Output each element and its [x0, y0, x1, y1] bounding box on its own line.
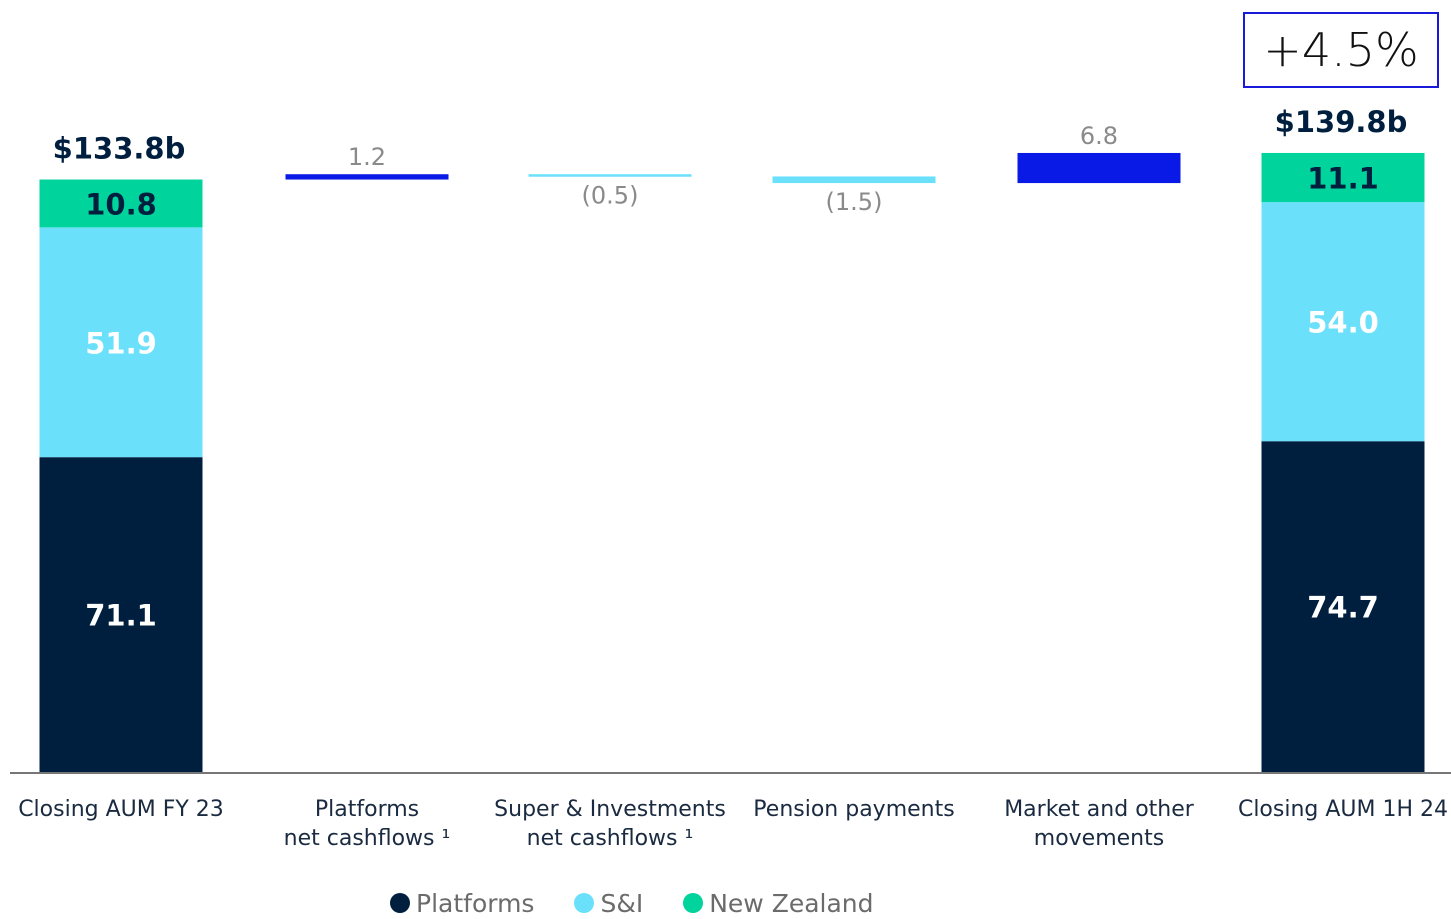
chart-legend: Platforms S&I New Zealand [390, 888, 914, 918]
legend-item-si: S&I [574, 889, 643, 918]
legend-dot-si [574, 893, 595, 913]
x-tick-label-platforms-net-cashflows-line-1: Platforms [315, 797, 419, 822]
growth-badge: +4.5% [1243, 12, 1439, 88]
bar-closing-aum-fy-23-new-zealand [39, 179, 203, 228]
data-label-pension-payments: (1.5) [826, 188, 883, 216]
data-label-closing-aum-fy-23-platforms: 71.1 [85, 599, 157, 633]
bar-closing-aum-fy-23-s-i [39, 227, 203, 458]
x-tick-label-platforms-net-cashflows-line-2: net cashflows ¹ [284, 826, 451, 851]
data-label-super-investments-net-cashflows: (0.5) [582, 182, 639, 210]
data-label-closing-aum-1h-24-new-zealand: 11.1 [1307, 162, 1379, 196]
x-tick-label-market-and-other-movements-line-1: Market and other [1004, 797, 1195, 822]
legend-dot-new-zealand [683, 893, 704, 913]
legend-label-platforms: Platforms [416, 888, 535, 918]
x-tick-label-closing-aum-fy-23: Closing AUM FY 23 [18, 797, 224, 822]
legend-label-new-zealand: New Zealand [709, 888, 874, 918]
bar-platforms-net-cashflows [285, 174, 449, 180]
bar-closing-aum-fy-23-platforms [39, 457, 203, 772]
bar-pension-payments [772, 176, 936, 184]
data-label-market-and-other-movements: 6.8 [1080, 122, 1118, 150]
total-label-closing-aum-1h-24: $139.8b [1275, 105, 1408, 139]
legend-label-si: S&I [600, 888, 644, 918]
x-tick-label-market-and-other-movements-line-2: movements [1034, 826, 1164, 851]
data-label-closing-aum-fy-23-s-i: 51.9 [85, 326, 157, 360]
data-label-platforms-net-cashflows: 1.2 [348, 143, 386, 171]
data-label-closing-aum-1h-24-s-i: 54.0 [1307, 306, 1379, 340]
data-label-closing-aum-fy-23-new-zealand: 10.8 [85, 187, 157, 221]
x-tick-label-super-investments-net-cashflows-line-2: net cashflows ¹ [527, 826, 694, 851]
bar-closing-aum-1h-24-platforms [1261, 441, 1425, 772]
total-label-closing-aum-fy-23: $133.8b [53, 132, 186, 166]
data-label-closing-aum-1h-24-platforms: 74.7 [1307, 591, 1379, 625]
x-tick-label-pension-payments: Pension payments [753, 797, 954, 822]
bar-closing-aum-1h-24-new-zealand [1261, 152, 1425, 203]
bar-closing-aum-1h-24-s-i [1261, 202, 1425, 442]
legend-dot-platforms [390, 893, 410, 913]
legend-item-platforms: Platforms [390, 889, 534, 918]
x-tick-label-super-investments-net-cashflows-line-1: Super & Investments [494, 797, 726, 822]
legend-item-new-zealand: New Zealand [683, 888, 874, 918]
bar-market-and-other-movements [1017, 152, 1181, 184]
x-tick-label-closing-aum-1h-24: Closing AUM 1H 24 [1238, 797, 1448, 822]
bar-super-investments-net-cashflows [528, 174, 692, 177]
